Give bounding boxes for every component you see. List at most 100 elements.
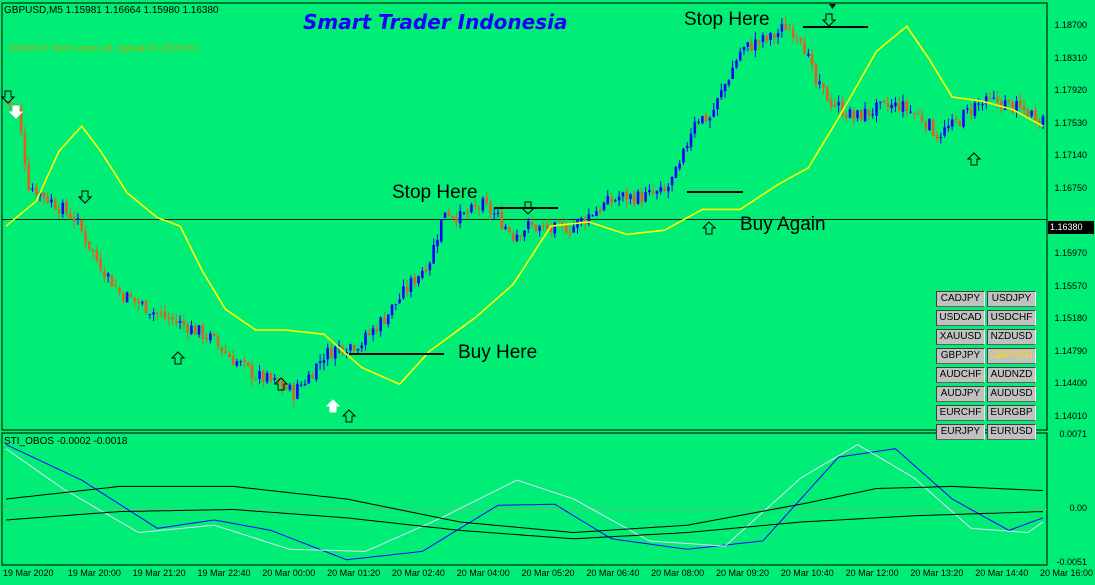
candle	[421, 266, 424, 280]
candle	[928, 118, 931, 132]
candle-body	[1022, 105, 1026, 111]
candle	[205, 333, 208, 343]
candle-body	[568, 232, 572, 234]
candle-body	[53, 200, 57, 210]
candle-body	[1041, 116, 1045, 125]
candle	[841, 95, 844, 118]
candle-body	[439, 219, 443, 242]
candle	[712, 103, 716, 118]
candle-body	[553, 222, 557, 234]
pair-button-audchf[interactable]: AUDCHF	[936, 367, 985, 383]
candle	[742, 46, 746, 55]
candle	[602, 201, 606, 212]
candle	[265, 370, 269, 385]
candle-body	[992, 97, 996, 99]
candle	[716, 97, 719, 116]
candle-body	[390, 304, 394, 315]
pair-button-eurjpy[interactable]: EURJPY	[936, 424, 985, 440]
candle	[182, 314, 186, 330]
candle	[784, 16, 787, 31]
pair-button-eurchf[interactable]: EURCHF	[936, 405, 985, 421]
candle-body	[901, 101, 905, 112]
pair-button-eurusd[interactable]: EURUSD	[987, 424, 1036, 440]
candle-body	[572, 226, 576, 233]
candle-body	[905, 101, 909, 111]
candle	[795, 34, 799, 45]
candle-body	[950, 119, 954, 127]
pair-button-usdjpy[interactable]: USDJPY	[987, 291, 1036, 307]
candle-body	[875, 102, 878, 116]
price-tick-label: 1.18310	[1054, 52, 1087, 63]
candle	[871, 108, 874, 119]
candle-body	[1030, 110, 1033, 116]
candle	[659, 180, 663, 195]
candle	[890, 99, 893, 114]
candle	[296, 379, 299, 400]
candle	[330, 343, 333, 359]
candle-body	[723, 84, 727, 92]
candle-body	[720, 90, 723, 98]
pair-button-audusd[interactable]: AUDUSD	[987, 386, 1036, 402]
candle	[837, 95, 840, 113]
candle-body	[878, 101, 882, 103]
candle	[163, 304, 167, 322]
candle	[557, 218, 560, 223]
price-tick-label: 1.17140	[1054, 150, 1087, 161]
candle-body	[595, 210, 598, 217]
candle	[519, 235, 523, 242]
candle	[765, 34, 769, 44]
candle	[822, 82, 825, 95]
pair-button-audnzd[interactable]: AUDNZD	[987, 367, 1036, 383]
pair-button-eurgbp[interactable]: EURGBP	[987, 405, 1036, 421]
candle	[315, 363, 318, 382]
candle	[549, 221, 553, 238]
candle	[239, 359, 242, 367]
candle	[931, 117, 935, 137]
pair-button-usdcad[interactable]: USDCAD	[936, 310, 985, 326]
candle	[723, 83, 727, 98]
candle-body	[742, 47, 746, 51]
candle	[383, 312, 386, 325]
candle	[648, 184, 651, 196]
candle	[788, 23, 791, 30]
candle	[1041, 114, 1045, 130]
candle-body	[1037, 120, 1041, 124]
candle	[57, 204, 61, 219]
time-tick-label: 20 Mar 04:00	[456, 568, 510, 578]
pair-button-gbpjpy[interactable]: GBPJPY	[936, 348, 985, 364]
pair-button-xauusd[interactable]: XAUUSD	[936, 329, 985, 345]
candle	[587, 208, 591, 227]
pair-button-usdchf[interactable]: USDCHF	[987, 310, 1036, 326]
candle	[273, 373, 277, 384]
candle	[867, 109, 871, 121]
candle	[231, 350, 235, 366]
candle-body	[825, 86, 829, 101]
candle-body	[23, 133, 27, 165]
candle	[137, 297, 140, 311]
candle	[152, 308, 155, 322]
candle-body	[844, 115, 848, 118]
candle	[27, 157, 31, 192]
candle	[159, 306, 163, 319]
candle-body	[519, 235, 523, 237]
pair-button-audjpy[interactable]: AUDJPY	[936, 386, 985, 402]
candle-body	[175, 321, 178, 323]
candle-body	[867, 109, 871, 116]
candle-body	[557, 220, 560, 222]
candle	[886, 96, 890, 113]
stop-here-label-top: Stop Here	[684, 9, 770, 30]
candle-body	[761, 35, 765, 42]
candle-body	[341, 346, 345, 354]
pair-button-nzdusd[interactable]: NZDUSD	[987, 329, 1036, 345]
candle-body	[897, 103, 901, 111]
candle	[954, 115, 958, 124]
candle	[345, 348, 348, 359]
candle-body	[780, 24, 784, 32]
candle	[579, 216, 583, 227]
pair-button-cadjpy[interactable]: CADJPY	[936, 291, 985, 307]
pair-button-gbpusd[interactable]: GBPUSD	[987, 348, 1036, 364]
oscillator-line-white	[5, 443, 1044, 552]
candle	[943, 120, 946, 138]
